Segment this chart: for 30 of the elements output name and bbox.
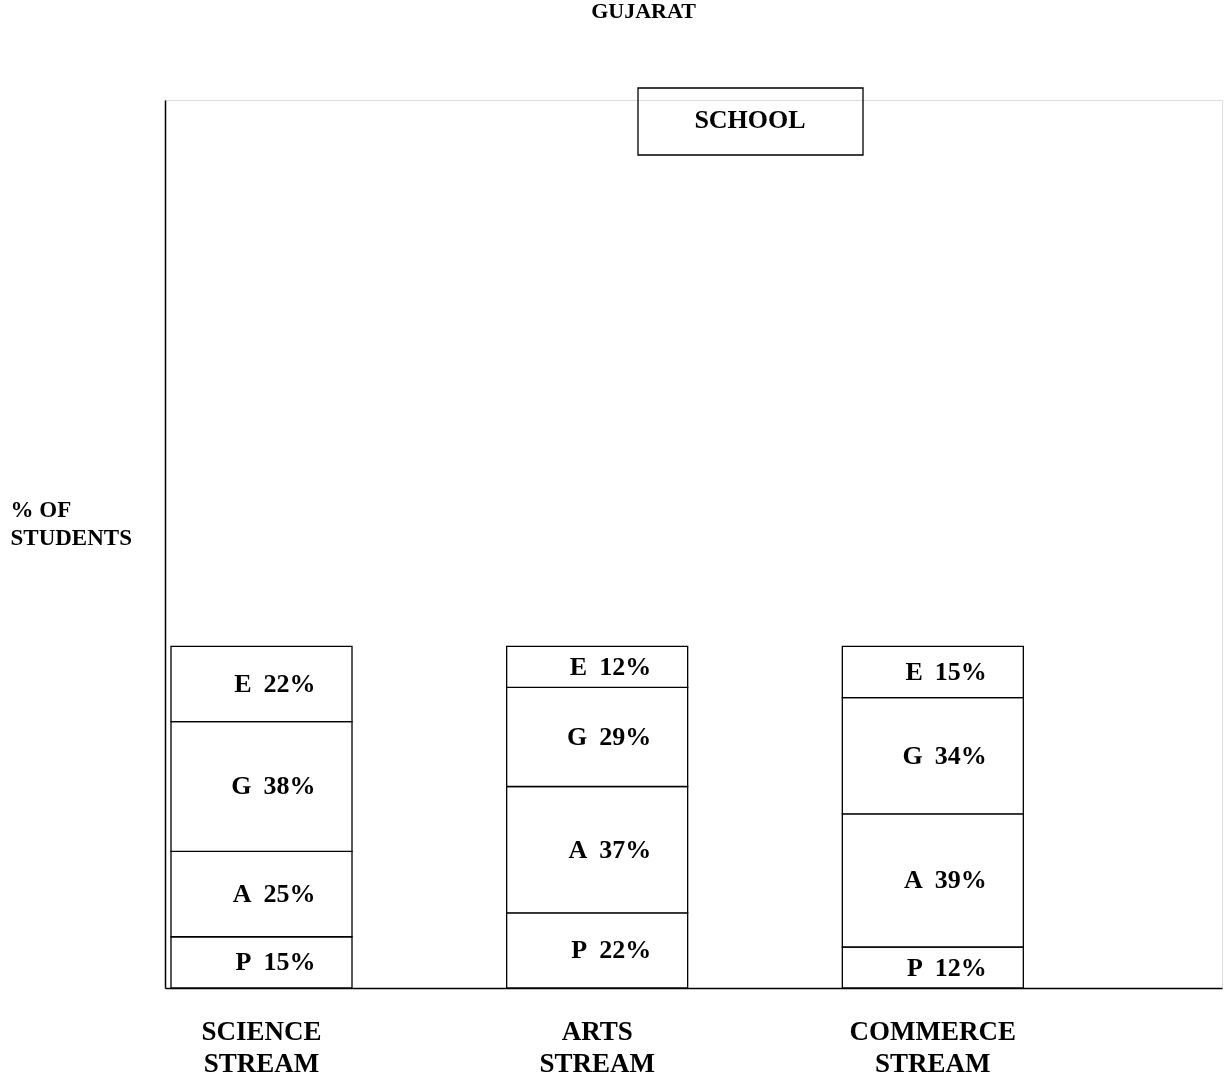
- data-label: 22%: [263, 669, 316, 699]
- series-label: E: [569, 651, 588, 681]
- data-label: 39%: [934, 865, 987, 895]
- data-label: 29%: [599, 721, 652, 751]
- data-label: 12%: [934, 952, 987, 982]
- text: P: [571, 935, 588, 965]
- x-tick-label: SCIENCE STREAM: [201, 1015, 322, 1078]
- series-label: A: [232, 879, 252, 909]
- text: P: [235, 947, 252, 977]
- data-label: 12%: [599, 651, 652, 681]
- annotation: SCHOOL: [694, 105, 806, 134]
- data-label: 25%: [263, 879, 316, 909]
- series-label: P: [906, 952, 923, 982]
- data-label: 15%: [263, 947, 316, 977]
- x-tick-label: ARTS STREAM: [539, 1015, 655, 1078]
- x-tick-label: COMMERCE STREAM: [849, 1015, 1017, 1078]
- y-axis-title: % OF STUDENTS: [10, 496, 132, 550]
- series-label: G: [566, 721, 588, 751]
- text: A: [568, 834, 588, 864]
- data-label: 22%: [599, 935, 652, 965]
- data-label: 37%: [599, 834, 652, 864]
- data-label: 38%: [263, 771, 316, 801]
- chart-title: GUJARAT: [591, 0, 697, 24]
- text: A: [904, 865, 923, 895]
- data-label: 15%: [934, 657, 987, 687]
- data-label: 34%: [934, 740, 987, 770]
- text: E: [905, 657, 923, 687]
- text: G: [902, 740, 923, 770]
- text: E: [234, 669, 252, 699]
- text: G: [231, 771, 252, 801]
